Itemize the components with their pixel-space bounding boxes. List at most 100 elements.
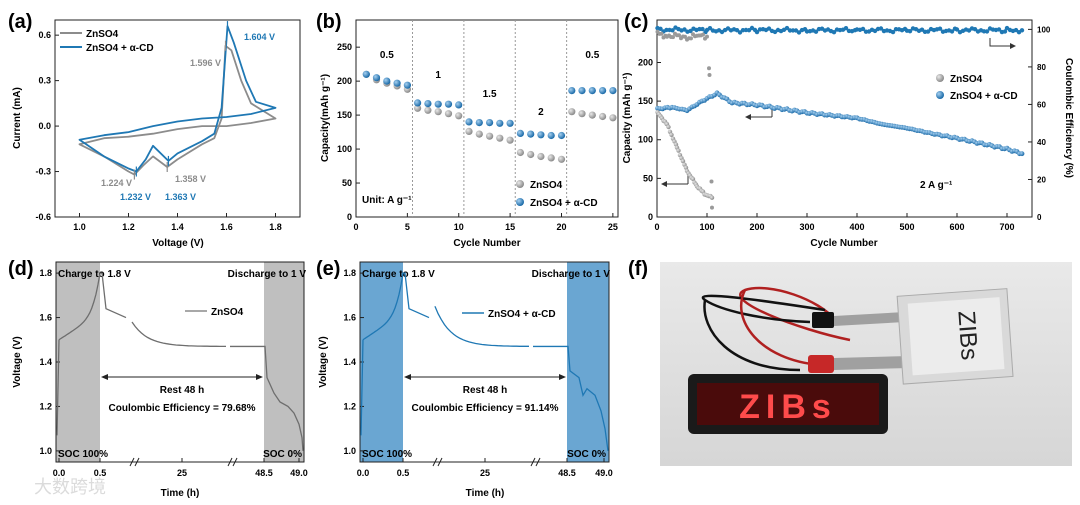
point-b-1-21 [578,87,586,95]
y-tick-label-d-1: 1.2 [39,401,52,411]
rest-arrowhead-d-left [101,374,108,380]
charge-label-e: Charge to 1.8 V [362,269,435,280]
ce-point-c-blue-124 [1019,28,1025,33]
x-tick-label-b-2: 10 [454,222,464,232]
soc-end-d: SOC 0% [263,449,302,460]
ce-point-c-gray-28 [709,179,714,184]
ce-point-c-blue-5 [670,28,675,33]
unit-b: Unit: A g⁻¹ [362,195,412,206]
x-tick-label-c-6: 600 [949,222,964,232]
ce-point-c-blue-96 [937,26,943,31]
point-b-0-9 [455,112,463,120]
cv-curve-a-0 [78,44,277,176]
point-b-1-7 [434,100,442,108]
x-tick-label-c-2: 200 [749,222,764,232]
point-b-0-21 [578,110,586,118]
point-b-1-3 [393,79,401,87]
ylabel-e: Voltage (V) [318,336,329,387]
point-b-1-16 [527,130,535,138]
ce-point-c-gray-8 [671,35,675,40]
rate-label-b-3: 2 [538,107,544,118]
rest-label-e: Rest 48 h [463,385,507,396]
ce-point-c-gray-29 [710,205,714,210]
clip-red [808,355,834,373]
annot-a-gray-r1: 1.224 V [101,178,132,188]
point-b-1-22 [588,87,596,95]
axis-break-e-1a [530,457,536,467]
ce-point-c-gray-25 [705,34,709,39]
led-badge-text: ZIBs [739,388,837,426]
y-tick-label-d-3: 1.6 [39,313,52,323]
discharge-label-d: Discharge to 1 V [228,269,307,280]
x-tick-label-e-0: 0.0 [357,468,370,478]
panel-label-c: (c) [624,11,648,33]
point-b-0-23 [599,112,607,121]
y2-tick-label-c-4: 80 [1037,63,1046,72]
ce-point-c-blue-54 [813,29,819,34]
wire-red-2 [739,289,821,367]
point-b-0-10 [465,127,473,135]
ylabel-b: Capacity(mAh g⁻¹) [320,74,331,162]
point-b-1-19 [557,131,566,140]
ce-point-c-blue-64 [843,26,849,31]
axis-break-d-0a [129,457,135,467]
x-tick-label-c-7: 700 [999,222,1014,232]
point-b-0-20 [568,108,576,116]
y-tick-label-d-2: 1.4 [39,357,52,367]
xlabel-a: Voltage (V) [152,238,203,249]
point-b-0-12 [486,132,494,140]
point-b-1-5 [414,99,422,107]
cap-point-c-gray-8 [666,124,671,130]
ce-point-c-gray-17 [689,36,693,41]
x-tick-label-d-3: 48.5 [255,468,273,478]
ce-point-c-gray-27 [707,73,712,77]
ylabel-a: Current (mA) [12,87,23,149]
y-tick-label-a-3: 0.3 [38,76,51,86]
point-b-0-7 [434,108,442,116]
cap-point-c-gray-38 [709,195,715,200]
cap-point-c-gray-20 [683,165,689,170]
x-tick-label-a-2: 1.4 [171,222,184,232]
y-tick-label-e-0: 1.0 [343,446,356,456]
legend-e-text: ZnSO4 + α-CD [488,309,556,320]
point-b-1-1 [372,74,381,82]
y-tick-label-b-3: 150 [337,110,352,120]
y-tick-label-a-4: 0.6 [38,30,51,40]
x-tick-label-c-1: 100 [699,222,714,232]
x-tick-label-d-2: 25 [177,468,187,478]
wire-black [701,294,826,324]
rate-label-b-2: 1.5 [483,89,497,100]
axis-break-d-0b [134,457,140,467]
clip-black [812,312,834,328]
x-tick-label-b-1: 5 [405,222,410,232]
ce-point-c-gray-26 [707,66,711,71]
annot-a-blue-r2: 1.363 V [165,192,196,202]
ce-point-c-blue-102 [954,27,960,32]
point-b-1-11 [475,119,483,127]
point-b-0-24 [609,114,617,122]
ce-point-c-blue-1 [658,26,663,31]
point-b-0-6 [424,106,432,114]
rate-c: 2 A g⁻¹ [920,180,953,191]
panel-label-e: (e) [316,258,340,280]
ce-point-c-blue-70 [860,26,866,32]
voltage-trace-e-discharge [533,345,609,451]
rest-arrowhead-e-left [404,374,411,380]
point-b-1-15 [516,129,525,137]
point-b-0-14 [506,136,514,144]
ce-point-c-gray-11 [677,33,681,38]
y-tick-label-e-3: 1.6 [343,313,356,323]
x-tick-label-d-4: 49.0 [290,468,308,478]
soc-start-d: SOC 100% [58,449,108,460]
legend-c-gray-marker [936,74,944,82]
arrowhead-c-left-gray [661,181,667,187]
rest-arrowhead-e-right [559,374,566,380]
y-tick-label-e-1: 1.2 [343,401,356,411]
ce-point-c-gray-2 [659,31,664,36]
ylabel-d: Voltage (V) [12,336,23,387]
panel-b: Capacity(mAh g⁻¹) Cycle Number Unit: A g… [320,19,619,249]
xlabel-e: Time (h) [466,488,505,499]
ce-point-c-blue-92 [925,29,931,34]
panel-label-b: (b) [316,11,342,33]
